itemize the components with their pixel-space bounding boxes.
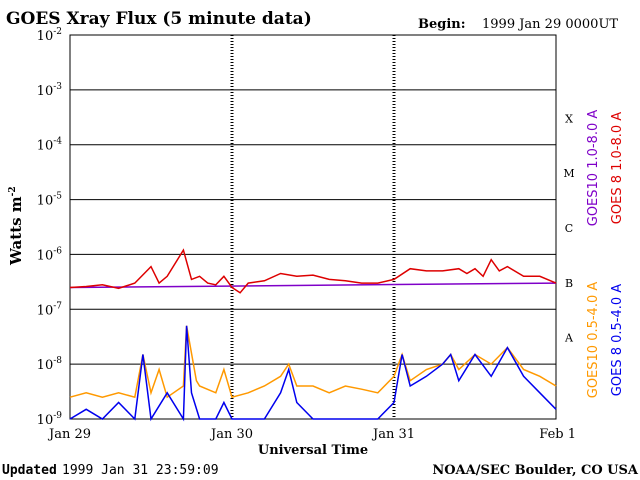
- y-tick-labels: 10-210-310-410-510-610-710-810-9: [37, 27, 63, 428]
- x-tick-label: Jan 31: [371, 427, 415, 442]
- y-tick-exponent: -8: [53, 356, 62, 366]
- y-tick-label: 10-6: [37, 246, 63, 263]
- x-tick-label: Feb 1: [539, 427, 576, 442]
- y-tick-base: 10: [37, 413, 54, 428]
- legend-entry: GOES 8 1.0-8.0 A: [610, 112, 625, 224]
- y-tick-label: 10-4: [37, 137, 63, 154]
- y-tick-base: 10: [37, 139, 54, 154]
- flare-class-label: C: [565, 222, 573, 235]
- y-tick-base: 10: [37, 29, 54, 44]
- flare-class-label: A: [564, 332, 574, 345]
- y-tick-label: 10-8: [37, 356, 63, 373]
- x-tick-label: Jan 29: [47, 427, 91, 442]
- series-line: [69, 282, 557, 289]
- y-tick-base: 10: [37, 84, 54, 99]
- flare-class-labels: X M C B A: [563, 112, 574, 344]
- y-tick-exponent: -5: [53, 192, 62, 202]
- y-tick-label: 10-2: [37, 27, 62, 44]
- x-axis-label: Universal Time: [258, 443, 368, 458]
- y-tick-base: 10: [37, 303, 54, 318]
- series-line: [69, 325, 557, 422]
- plot-frame: [69, 34, 557, 420]
- y-tick-base: 10: [37, 358, 54, 373]
- series-line: [69, 325, 557, 399]
- updated-value: 1999 Jan 31 23:59:09: [62, 463, 219, 478]
- y-tick-label: 10-9: [37, 411, 63, 428]
- y-tick-exponent: -4: [53, 137, 62, 147]
- chart-title: GOES Xray Flux (5 minute data): [6, 9, 312, 29]
- y-tick-label: 10-7: [37, 301, 63, 318]
- y-tick-exponent: -7: [53, 301, 62, 311]
- grid-lines: [70, 89, 556, 365]
- begin-label: Begin:: [418, 17, 466, 32]
- legend-entry: GOES10 1.0-8.0 A: [586, 110, 601, 227]
- begin-value: 1999 Jan 29 0000UT: [482, 17, 618, 32]
- y-tick-exponent: -6: [53, 246, 62, 256]
- y-tick-label: 10-5: [37, 192, 63, 209]
- y-axis-label-exponent: -2: [8, 186, 18, 196]
- series-lines: [69, 248, 557, 422]
- legend: GOES10 1.0-8.0 A GOES 8 1.0-8.0 A GOES10 0…: [586, 110, 625, 399]
- x-tick-labels: Jan 29 Jan 30 Jan 31 Feb 1: [47, 427, 576, 442]
- y-tick-exponent: -9: [53, 411, 62, 421]
- x-tick-label: Jan 30: [209, 427, 253, 442]
- series-line: [69, 248, 557, 294]
- legend-entry: GOES 8 0.5-4.0 A: [610, 284, 625, 396]
- y-tick-base: 10: [37, 194, 54, 209]
- updated-label: Updated: [2, 463, 57, 478]
- flare-class-label: X: [565, 112, 573, 125]
- y-axis-label: Watts m-2: [7, 186, 25, 266]
- day-divider-lines: [230, 35, 396, 419]
- legend-entry: GOES10 0.5-4.0 A: [586, 282, 601, 399]
- y-tick-base: 10: [37, 248, 54, 263]
- flare-class-label: B: [565, 277, 573, 290]
- y-tick-exponent: -3: [53, 82, 62, 92]
- y-tick-label: 10-3: [37, 82, 63, 99]
- footer-credit: NOAA/SEC Boulder, CO USA: [432, 463, 639, 478]
- y-tick-exponent: -2: [53, 27, 62, 37]
- flare-class-label: M: [563, 167, 574, 180]
